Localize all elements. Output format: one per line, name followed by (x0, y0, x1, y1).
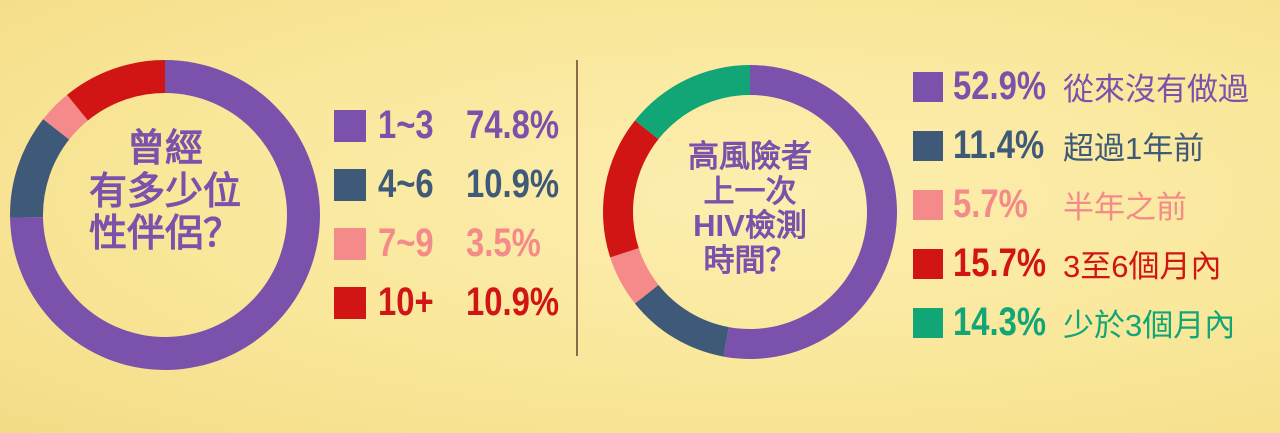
donut-slice-3 (43, 94, 88, 140)
donut-slice-3 (610, 248, 659, 304)
data-label: 10.9% (466, 162, 560, 206)
legend-item: 5.7% 半年之前 (913, 182, 1187, 227)
legend-item: 4~6 10.9% (334, 162, 579, 207)
legend-category-label: 3至6個月內 (1063, 249, 1222, 284)
donut-slice-5 (634, 65, 750, 140)
donut-slice-4 (603, 120, 659, 258)
chart-title-line: 高風險者 (688, 139, 812, 174)
legend-swatch (334, 227, 366, 260)
legend-item: 10+ 10.9% (334, 280, 579, 325)
donut-chart-sexual-partners (10, 60, 320, 370)
chart-title-line: 曾經 (126, 128, 203, 170)
legend-item: 52.9% 從來沒有做過 (913, 64, 1249, 109)
data-label: 5.7% (953, 182, 1028, 226)
donut-slice-2 (10, 119, 70, 218)
legend-swatch (334, 286, 366, 319)
legend-swatch (913, 248, 943, 279)
data-label: 11.4% (953, 123, 1045, 167)
data-label: 14.3% (953, 300, 1047, 344)
right-chart-panel: 高風險者 上一次 HIV檢測 時間？ 52.9% 從來沒有做過 11.4% 超過1年前… (580, 0, 1280, 433)
legend-swatch (913, 307, 943, 338)
chart-title-line: 性伴侶？ (88, 213, 241, 256)
left-chart-panel: 曾經 有多少位 性伴侶？ 1~3 74.8% 4~6 10.9% 7~9 3.5% 10+ 1… (0, 0, 575, 433)
chart-title: 曾經 有多少位 性伴侶？ (40, 128, 290, 256)
chart-title: 高風險者 上一次 HIV檢測 時間？ (630, 139, 870, 279)
legend-category-label: 7~9 (378, 221, 434, 265)
donut-slice-2 (634, 284, 729, 357)
legend-category-label: 10+ (378, 280, 434, 324)
legend-category-label: 超過1年前 (1063, 131, 1205, 166)
donut-slice-1 (723, 65, 897, 359)
legend-category-label: 4~6 (378, 162, 434, 206)
legend-item: 7~9 3.5% (334, 221, 557, 266)
chart-title-line: HIV檢測 (693, 208, 807, 244)
legend-swatch (913, 71, 943, 102)
legend-item: 15.7% 3至6個月內 (913, 241, 1221, 286)
legend-swatch (334, 168, 366, 201)
data-label: 3.5% (466, 221, 541, 265)
legend-swatch (334, 109, 366, 142)
legend-category-label: 半年之前 (1063, 190, 1187, 225)
legend-swatch (913, 130, 943, 161)
chart-title-line: 上一次 (703, 173, 797, 209)
data-label: 15.7% (953, 241, 1047, 285)
donut-slice-4 (67, 60, 165, 121)
legend-swatch (913, 189, 943, 220)
chart-title-line: 有多少位 (88, 170, 241, 213)
data-label: 10.9% (466, 280, 560, 324)
chart-title-line: 時間？ (703, 243, 797, 279)
donut-chart-hiv-test-timing (603, 65, 897, 359)
legend-item: 1~3 74.8% (334, 103, 579, 148)
legend-category-label: 1~3 (378, 103, 434, 147)
data-label: 74.8% (466, 103, 560, 147)
legend-item: 14.3% 少於3個月內 (913, 300, 1235, 345)
divider (576, 60, 578, 356)
legend-item: 11.4% 超過1年前 (913, 123, 1204, 168)
data-label: 52.9% (953, 64, 1047, 108)
legend-category-label: 從來沒有做過 (1063, 72, 1249, 107)
legend-category-label: 少於3個月內 (1063, 308, 1236, 343)
